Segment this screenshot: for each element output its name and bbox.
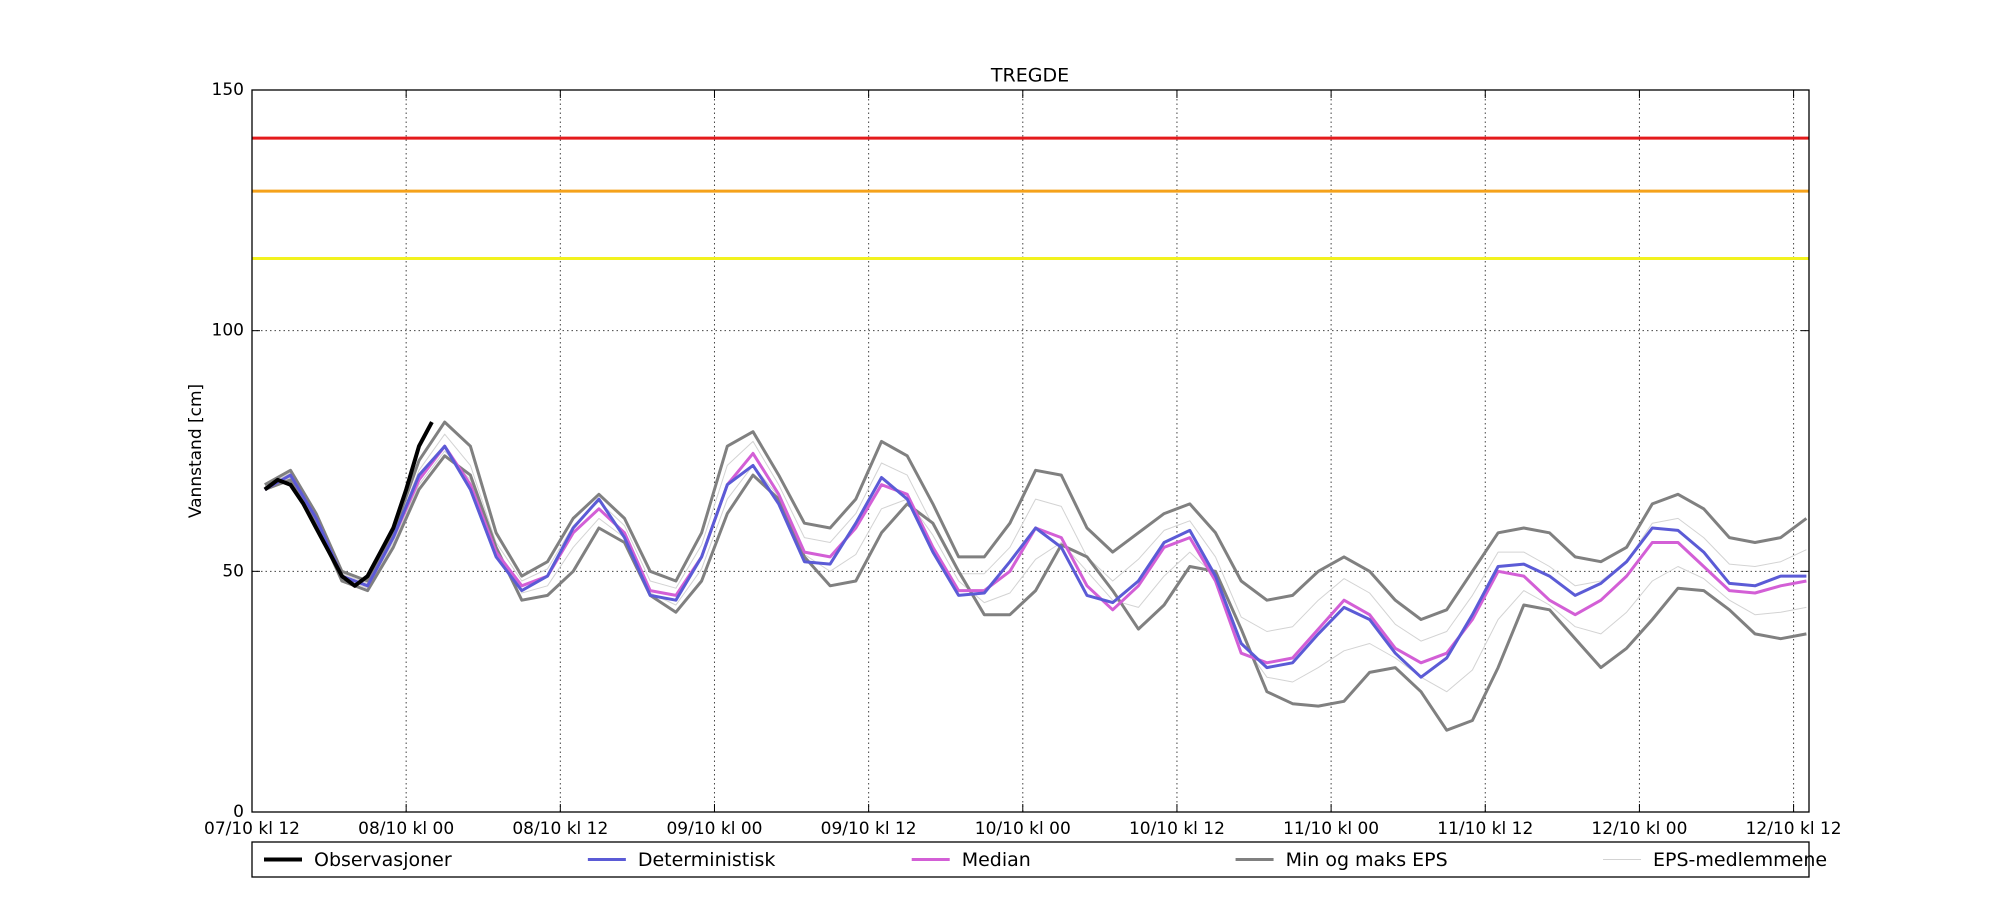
x-tick-label: 07/10 kl 12 — [204, 819, 300, 839]
x-tick-label: 12/10 kl 12 — [1746, 819, 1842, 839]
chart-title: TREGDE — [990, 65, 1069, 87]
x-tick-label: 08/10 kl 12 — [512, 819, 608, 839]
series-line — [264, 444, 1807, 679]
plot-frame — [251, 89, 1810, 813]
series-line — [263, 421, 434, 588]
y-tick-label: 150 — [212, 80, 244, 100]
legend-label: EPS-medlemmene — [1653, 849, 1827, 871]
x-tick-label: 11/10 kl 00 — [1283, 819, 1379, 839]
x-tick-label: 08/10 kl 00 — [358, 819, 454, 839]
ensemble-line — [264, 433, 1807, 642]
legend-label: Min og maks EPS — [1286, 849, 1448, 871]
x-tick-label: 10/10 kl 12 — [1129, 819, 1225, 839]
y-tick-label: 100 — [212, 321, 244, 341]
x-tick-label: 12/10 kl 00 — [1591, 819, 1687, 839]
legend-label: Median — [962, 849, 1031, 871]
x-tick-label: 11/10 kl 12 — [1437, 819, 1533, 839]
legend-label: Observasjoner — [314, 849, 452, 871]
legend-box — [251, 841, 1810, 878]
y-tick-label: 50 — [222, 561, 244, 581]
legend-label: Deterministisk — [638, 849, 776, 871]
min-line — [264, 454, 1807, 732]
x-tick-label: 09/10 kl 00 — [666, 819, 762, 839]
series-line — [264, 420, 1808, 621]
x-tick-label: 09/10 kl 12 — [821, 819, 917, 839]
x-tick-label: 10/10 kl 00 — [975, 819, 1071, 839]
ensemble-line — [264, 450, 1807, 693]
y-tick-label: 0 — [233, 802, 244, 822]
y-axis-label: Vannstand [cm] — [186, 384, 206, 518]
